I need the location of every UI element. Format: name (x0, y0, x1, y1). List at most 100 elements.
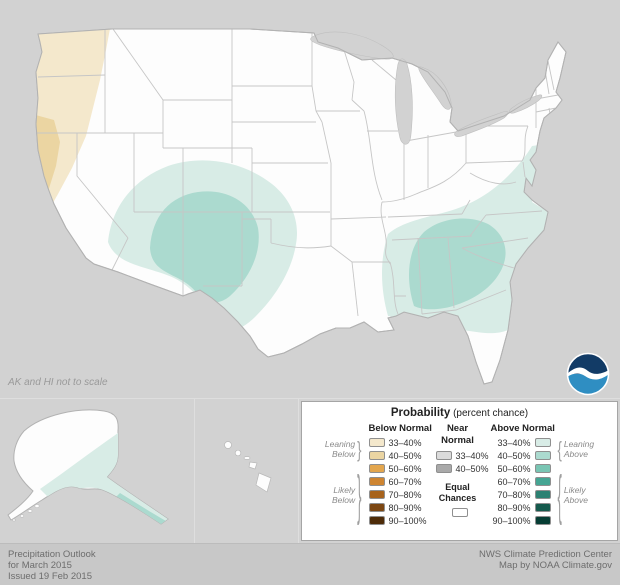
legend-swatch (534, 516, 551, 525)
region-above-40-50-southeast (408, 218, 506, 310)
footer-right: NWS Climate Prediction Center Map by NOA… (479, 549, 612, 580)
footer-left: Precipitation Outlook for March 2015 Iss… (8, 549, 96, 582)
legend-label: 40–50% (455, 463, 489, 474)
hawaii-map (224, 441, 272, 493)
legend-row: 40–50% (435, 462, 489, 475)
below-normal-header: Below Normal (368, 423, 432, 434)
leaning-below-label: Leaning Below (324, 439, 356, 459)
likely-above-label: Likely Above (563, 484, 588, 505)
leaning-above-label-group: { Leaning Above (558, 436, 606, 462)
legend-row: 40–50% (491, 449, 551, 462)
noaa-seagull-icon (567, 367, 609, 380)
legend-row: 90–100% (491, 514, 551, 527)
legend-title-text: Probability (390, 407, 451, 419)
legend-swatch (435, 451, 452, 460)
legend-label: 80–90% (388, 502, 422, 513)
legend-row: 70–80% (491, 488, 551, 501)
legend-title-note: (percent chance) (450, 408, 529, 419)
likely-below-label-group: Likely Below } (314, 462, 362, 527)
legend-swatch (368, 490, 385, 499)
legend-below-column: Below Normal 33–40% 40–50% 50–60% 60–70%… (368, 423, 432, 527)
forecast-regions (36, 29, 548, 334)
footer-line: Issued 19 Feb 2015 (8, 571, 92, 582)
region-above-40-50-southwest (150, 191, 259, 303)
us-coastline-stroke (35, 28, 567, 385)
leaning-above-label: Leaning Above (563, 439, 595, 459)
equal-chances-swatch (451, 508, 468, 517)
legend-swatch (534, 451, 551, 460)
legend-row: 70–80% (368, 488, 429, 501)
legend-row: 33–40% (435, 449, 489, 462)
lake-huron (418, 66, 452, 110)
legend-panel: Probability (percent chance) Leaning Bel… (299, 399, 620, 543)
legend-label: 70–80% (497, 489, 531, 500)
legend-row: 40–50% (368, 449, 429, 462)
legend-label: 90–100% (388, 515, 427, 526)
hawaii-map-panel (195, 399, 299, 543)
legend-row: 80–90% (491, 501, 551, 514)
legend-label: 40–50% (497, 450, 531, 461)
legend-label: 33–40% (388, 437, 422, 448)
legend-swatch (368, 516, 385, 525)
near-normal-header: Near Normal (441, 423, 474, 446)
legend-swatch (435, 464, 452, 473)
legend-label: 90–100% (492, 515, 531, 526)
legend-box: Probability (percent chance) Leaning Bel… (301, 401, 618, 541)
legend-row: 80–90% (368, 501, 429, 514)
alaska-map-panel (0, 399, 195, 543)
legend-row: 33–40% (491, 436, 551, 449)
noaa-logo-sea (567, 374, 609, 395)
legend-swatch (368, 464, 385, 473)
legend-label: 40–50% (388, 450, 422, 461)
lake-ontario (509, 94, 543, 114)
legend-label: 60–70% (388, 476, 422, 487)
legend-swatch (534, 477, 551, 486)
bottom-panels: Probability (percent chance) Leaning Bel… (0, 398, 620, 543)
legend-below-brackets: Leaning Below } Likely Below } (314, 423, 362, 527)
bracket-glyph: { (557, 463, 562, 526)
hawaiian-islands (224, 441, 272, 493)
legend-row: 50–60% (491, 462, 551, 475)
state-borders (36, 29, 559, 317)
legend-label: 33–40% (497, 437, 531, 448)
conus-map-panel: AK and HI not to scale (8, 28, 610, 396)
legend-near-column: Near Normal 33–40% 40–50% Equal Chances (435, 423, 489, 527)
alaska-map (7, 409, 169, 525)
legend-swatch (534, 464, 551, 473)
legend-swatch (534, 438, 551, 447)
legend-row: 90–100% (368, 514, 429, 527)
legend-row: 60–70% (491, 475, 551, 488)
alaska-forecast-regions (40, 433, 168, 524)
likely-above-label-group: { Likely Above (558, 462, 606, 527)
leaning-below-label-group: Leaning Below } (314, 436, 362, 462)
bracket-glyph: } (357, 463, 362, 526)
footer-line: for March 2015 (8, 560, 72, 571)
likely-below-label: Likely Below (332, 484, 356, 505)
footer-line: Precipitation Outlook (8, 549, 96, 560)
aleutian-islands (12, 504, 40, 522)
legend-swatch (368, 503, 385, 512)
legend-swatch (534, 490, 551, 499)
legend-label: 60–70% (497, 476, 531, 487)
bracket-glyph: { (557, 436, 562, 462)
legend-above-brackets: { Leaning Above { Likely Above (558, 423, 606, 527)
footer-line: NWS Climate Prediction Center (478, 549, 612, 560)
legend-label: 50–60% (388, 463, 422, 474)
legend-columns: Leaning Below } Likely Below } Below Nor… (306, 423, 613, 527)
legend-row: 33–40% (368, 436, 429, 449)
legend-label: 70–80% (388, 489, 422, 500)
alaska-leaning-above-region (40, 433, 168, 524)
legend-row: 60–70% (368, 475, 429, 488)
bracket-glyph: } (357, 436, 362, 462)
above-normal-header: Above Normal (490, 423, 555, 434)
scale-note: AK and HI not to scale (8, 377, 108, 388)
legend-label: 50–60% (497, 463, 531, 474)
legend-title: Probability (percent chance) (306, 407, 613, 419)
legend-swatch (368, 477, 385, 486)
legend-swatch (534, 503, 551, 512)
lake-michigan (394, 58, 413, 145)
legend-swatch (368, 451, 385, 460)
legend-row: 50–60% (368, 462, 429, 475)
region-below-40-50-coast (36, 114, 60, 198)
